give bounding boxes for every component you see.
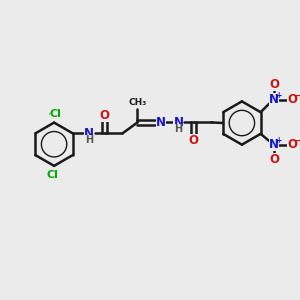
Text: N: N <box>84 127 94 140</box>
Text: N: N <box>269 93 279 106</box>
Text: O: O <box>287 93 297 106</box>
Text: H: H <box>174 124 182 134</box>
Text: N: N <box>156 116 166 129</box>
Text: O: O <box>189 134 199 147</box>
Text: −: − <box>293 91 300 101</box>
Text: Cl: Cl <box>48 110 60 119</box>
Text: H: H <box>85 135 93 145</box>
Text: CH₃: CH₃ <box>128 98 147 107</box>
Text: +: + <box>275 136 281 145</box>
Text: −: − <box>293 136 300 146</box>
Text: O: O <box>100 109 110 122</box>
Text: +: + <box>275 91 281 100</box>
Text: Cl: Cl <box>47 169 58 179</box>
Text: O: O <box>269 78 279 91</box>
Text: O: O <box>269 153 279 166</box>
Text: O: O <box>287 138 297 151</box>
Text: Cl: Cl <box>50 109 61 119</box>
Text: N: N <box>173 116 183 129</box>
Text: N: N <box>269 138 279 151</box>
